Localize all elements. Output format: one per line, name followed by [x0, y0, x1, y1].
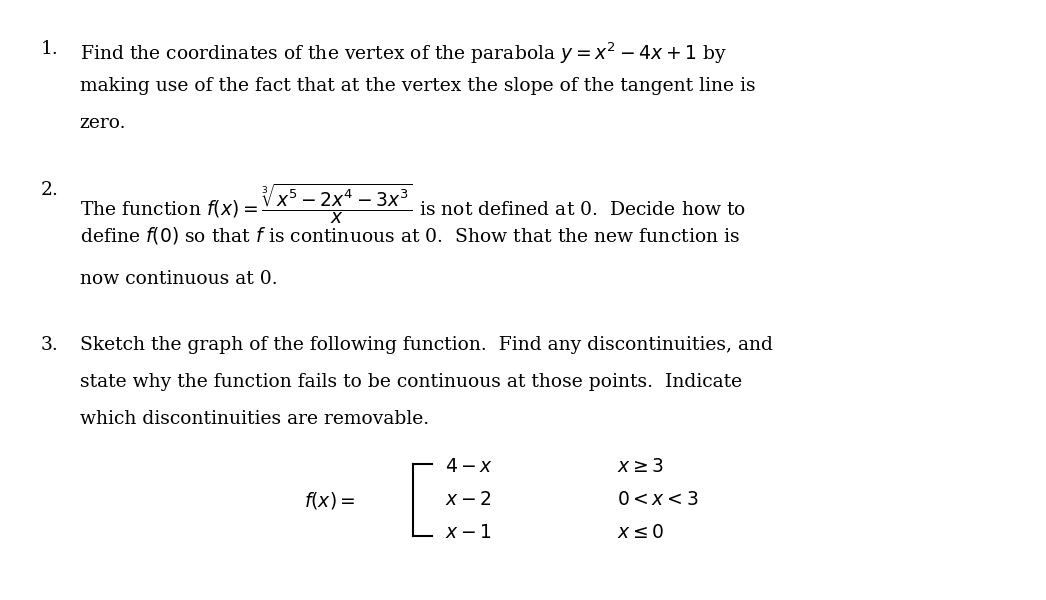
Text: making use of the fact that at the vertex the slope of the tangent line is: making use of the fact that at the verte…	[79, 77, 755, 95]
Text: 2.: 2.	[41, 181, 59, 199]
Text: $f(x) = $: $f(x) = $	[304, 490, 356, 511]
Text: state why the function fails to be continuous at those points.  Indicate: state why the function fails to be conti…	[79, 373, 742, 391]
Text: $x \leq 0$: $x \leq 0$	[617, 524, 664, 542]
Text: which discontinuities are removable.: which discontinuities are removable.	[79, 410, 429, 428]
Text: define $f(0)$ so that $f$ is continuous at 0.  Show that the new function is: define $f(0)$ so that $f$ is continuous …	[79, 226, 740, 247]
Text: $4 - x$: $4 - x$	[445, 458, 493, 476]
Text: 3.: 3.	[41, 336, 59, 354]
Text: Find the coordinates of the vertex of the parabola $y = x^2 - 4x + 1$ by: Find the coordinates of the vertex of th…	[79, 40, 727, 66]
Text: zero.: zero.	[79, 114, 127, 132]
Text: $x \geq 3$: $x \geq 3$	[617, 458, 664, 476]
Text: $x - 1$: $x - 1$	[445, 524, 492, 542]
Text: The function $f(x) = \dfrac{\sqrt[3]{x^5 - 2x^4 - 3x^3}}{x}$ is not defined at 0: The function $f(x) = \dfrac{\sqrt[3]{x^5…	[79, 181, 746, 226]
Text: 1.: 1.	[41, 40, 59, 58]
Text: now continuous at 0.: now continuous at 0.	[79, 270, 277, 288]
Text: $x - 2$: $x - 2$	[445, 491, 492, 509]
Text: $0 < x < 3$: $0 < x < 3$	[617, 491, 699, 509]
Text: Sketch the graph of the following function.  Find any discontinuities, and: Sketch the graph of the following functi…	[79, 336, 773, 354]
